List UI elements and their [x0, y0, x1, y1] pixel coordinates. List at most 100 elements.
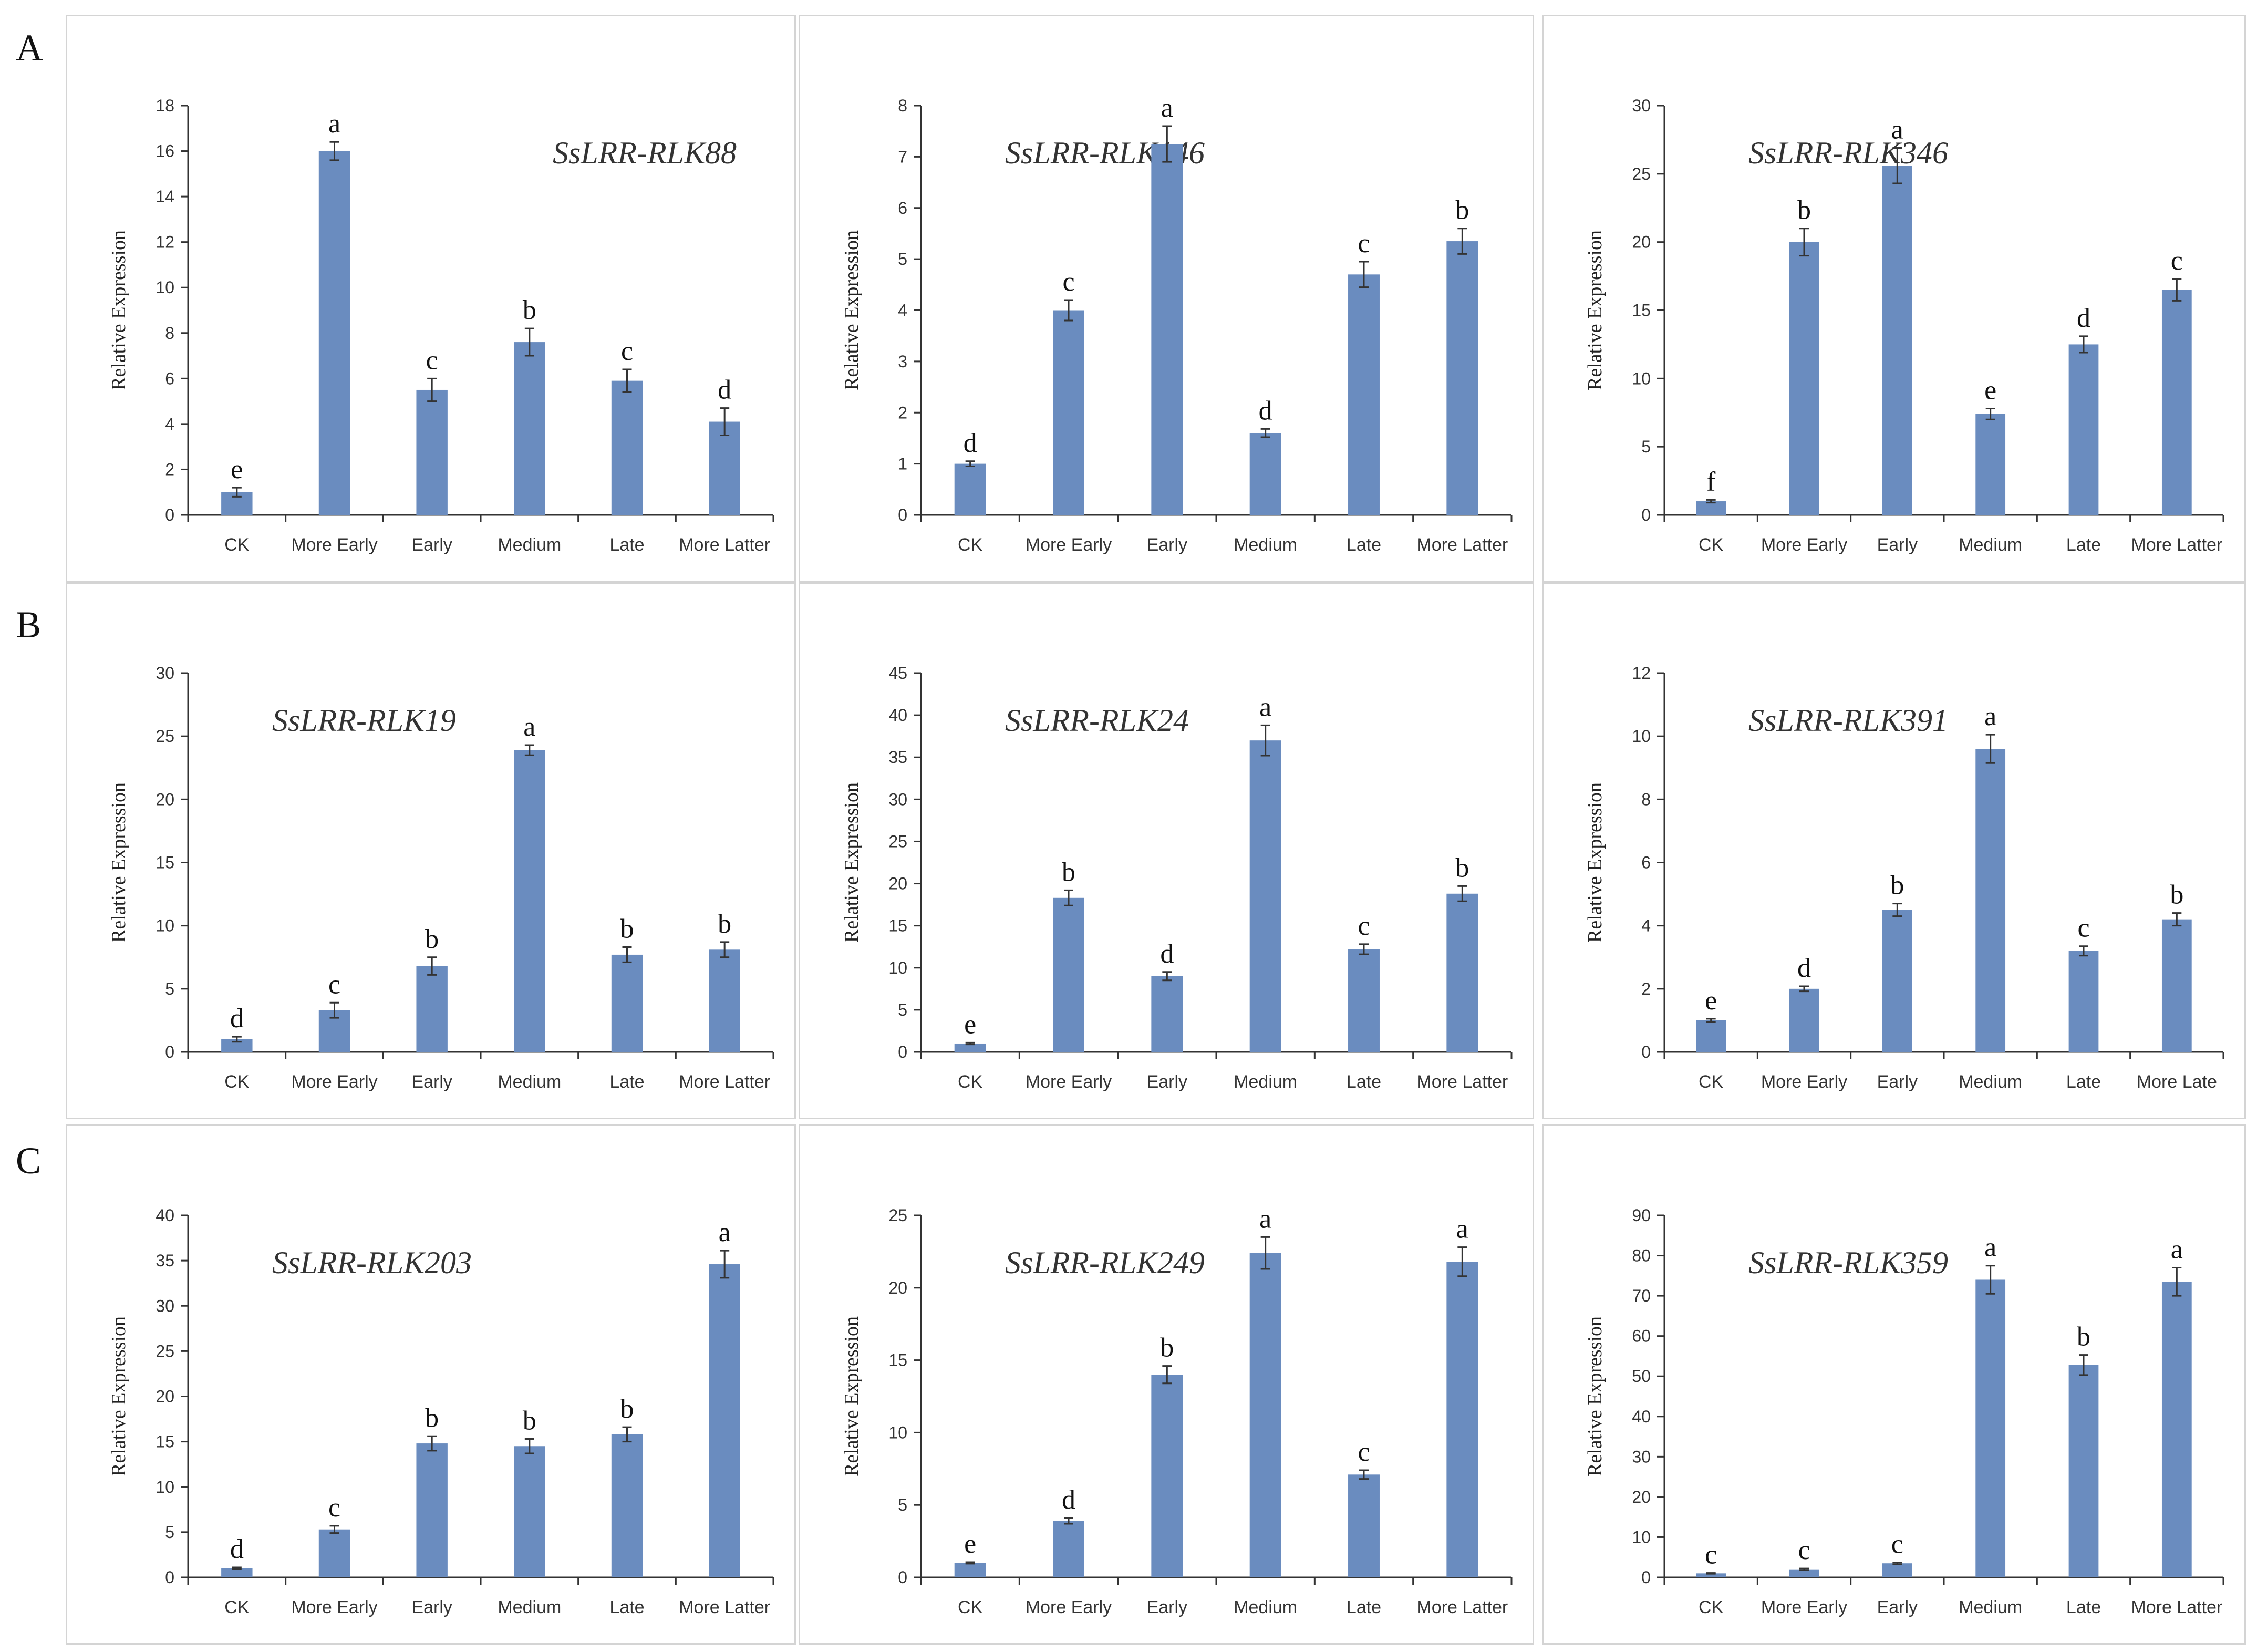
y-tick-label: 15: [1632, 301, 1651, 320]
x-tick-label: More Latter: [679, 1597, 770, 1617]
bar: [2068, 344, 2099, 515]
x-tick-label: Early: [1877, 535, 1918, 555]
y-tick-label: 20: [1632, 1488, 1651, 1506]
significance-letter: c: [2077, 913, 2089, 943]
y-tick-label: 0: [898, 1568, 907, 1587]
x-tick-label: More Latter: [2131, 535, 2222, 555]
x-tick-label: More Early: [291, 1597, 377, 1617]
significance-letter: c: [1062, 267, 1074, 297]
significance-letter: d: [1797, 953, 1811, 983]
significance-letter: a: [1161, 93, 1173, 123]
significance-letter: c: [1891, 1530, 1903, 1560]
significance-letter: d: [230, 1534, 244, 1564]
significance-letter: a: [1456, 1214, 1468, 1244]
x-tick-label: Early: [1147, 1072, 1187, 1092]
y-tick-label: 5: [898, 1000, 907, 1019]
y-tick-label: 16: [156, 142, 174, 161]
bar: [1446, 893, 1478, 1052]
significance-letter: e: [1705, 986, 1717, 1016]
y-tick-label: 15: [156, 1432, 174, 1451]
y-tick-label: 35: [156, 1251, 174, 1270]
bar: [1249, 740, 1281, 1052]
y-tick-label: 18: [156, 96, 174, 115]
y-axis-title: Relative Expression: [841, 1316, 863, 1477]
bar: [1249, 433, 1281, 515]
bar: [416, 1443, 448, 1577]
x-tick-label: Early: [411, 1597, 452, 1617]
y-tick-label: 30: [1632, 1447, 1651, 1466]
y-tick-label: 30: [156, 1296, 174, 1315]
x-tick-label: Late: [1347, 1072, 1381, 1092]
y-tick-label: 25: [156, 1341, 174, 1360]
y-tick-label: 40: [888, 706, 907, 725]
y-tick-label: 6: [898, 199, 907, 218]
x-tick-label: CK: [1699, 1072, 1724, 1092]
x-tick-label: More Latter: [679, 1072, 770, 1092]
x-tick-label: CK: [1699, 1597, 1724, 1617]
bar: [221, 1568, 253, 1577]
y-tick-label: 0: [165, 505, 174, 524]
y-tick-label: 15: [888, 1351, 907, 1370]
y-tick-label: 25: [888, 1206, 907, 1225]
y-tick-label: 0: [898, 1042, 907, 1061]
y-tick-label: 15: [156, 853, 174, 872]
bar: [2161, 919, 2192, 1052]
y-tick-label: 10: [156, 278, 174, 297]
x-tick-label: Late: [1347, 1597, 1381, 1617]
significance-letter: d: [2077, 303, 2090, 333]
significance-letter: c: [2171, 246, 2183, 276]
x-tick-label: More Early: [1026, 1072, 1112, 1092]
y-tick-label: 4: [1641, 916, 1651, 935]
x-tick-label: More Latter: [1416, 535, 1508, 555]
y-tick-label: 0: [1641, 1568, 1651, 1587]
bar: [709, 1264, 740, 1577]
significance-letter: d: [718, 375, 731, 405]
y-axis-title: Relative Expression: [1584, 1316, 1606, 1477]
y-tick-label: 7: [898, 147, 907, 166]
chart-title: SsLRR-RLK249: [1005, 1245, 1205, 1280]
bar: [954, 1043, 986, 1052]
significance-letter: b: [620, 1394, 634, 1424]
y-tick-label: 8: [165, 324, 174, 343]
y-tick-label: 2: [1641, 979, 1651, 998]
chart-title: SsLRR-RLK203: [272, 1245, 472, 1280]
y-tick-label: 2: [898, 403, 907, 422]
y-axis-title: Relative Expression: [1584, 782, 1606, 943]
x-tick-label: Late: [1347, 535, 1381, 555]
x-tick-label: Medium: [1959, 1072, 2022, 1092]
significance-letter: b: [1160, 1333, 1174, 1363]
x-tick-label: Medium: [1234, 1072, 1297, 1092]
chart-panel-a2: 0 1 2 3 4 5 6 7 8 Relative Expression SsLRR-RLK146…: [799, 15, 1534, 582]
bar: [1151, 144, 1183, 515]
bar: [2161, 1282, 2192, 1577]
significance-letter: b: [1890, 871, 1904, 901]
bar: [1789, 242, 1819, 515]
x-tick-label: More Early: [1761, 535, 1847, 555]
chart-panel-c2: 0 5 10 15 20 25 Relative Expression SsLRR-RLK24…: [799, 1124, 1534, 1645]
bar: [1053, 897, 1084, 1052]
x-tick-label: More Early: [1761, 1072, 1847, 1092]
x-tick-label: Medium: [1234, 535, 1297, 555]
y-tick-label: 20: [156, 1387, 174, 1406]
y-tick-label: 14: [156, 187, 174, 206]
bar: [611, 954, 643, 1052]
bar-chart: 0 5 10 15 20 25 30 Relative Expression SsLRR-RLK…: [1584, 96, 2224, 555]
significance-letter: b: [523, 1406, 536, 1436]
y-axis-title: Relative Expression: [108, 230, 130, 390]
chart-panel-b3: 0 2 4 6 8 10 12 Relative Expression SsLRR-RLK391…: [1542, 582, 2246, 1119]
significance-letter: b: [1455, 853, 1469, 883]
row-label-a: A: [16, 27, 43, 69]
significance-letter: c: [1358, 229, 1370, 259]
significance-letter: e: [964, 1009, 976, 1039]
y-tick-label: 10: [888, 958, 907, 977]
bar: [416, 389, 448, 515]
x-tick-label: Early: [1147, 535, 1187, 555]
chart-title: SsLRR-RLK359: [1748, 1245, 1948, 1280]
y-tick-label: 40: [156, 1206, 174, 1225]
y-tick-label: 2: [165, 460, 174, 479]
significance-letter: d: [964, 428, 977, 458]
x-tick-label: More Latter: [1416, 1597, 1508, 1617]
bar: [1053, 1521, 1084, 1577]
significance-letter: a: [719, 1217, 731, 1247]
